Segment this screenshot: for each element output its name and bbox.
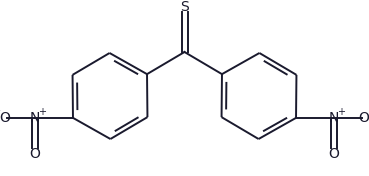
Text: O: O bbox=[359, 111, 369, 125]
Text: S: S bbox=[180, 0, 189, 14]
Text: O: O bbox=[0, 111, 10, 125]
Text: O: O bbox=[30, 147, 41, 161]
Text: +: + bbox=[337, 107, 345, 117]
Text: −: − bbox=[0, 106, 1, 116]
Text: +: + bbox=[38, 107, 46, 117]
Text: N: N bbox=[30, 111, 40, 125]
Text: O: O bbox=[328, 147, 339, 161]
Text: N: N bbox=[329, 111, 339, 125]
